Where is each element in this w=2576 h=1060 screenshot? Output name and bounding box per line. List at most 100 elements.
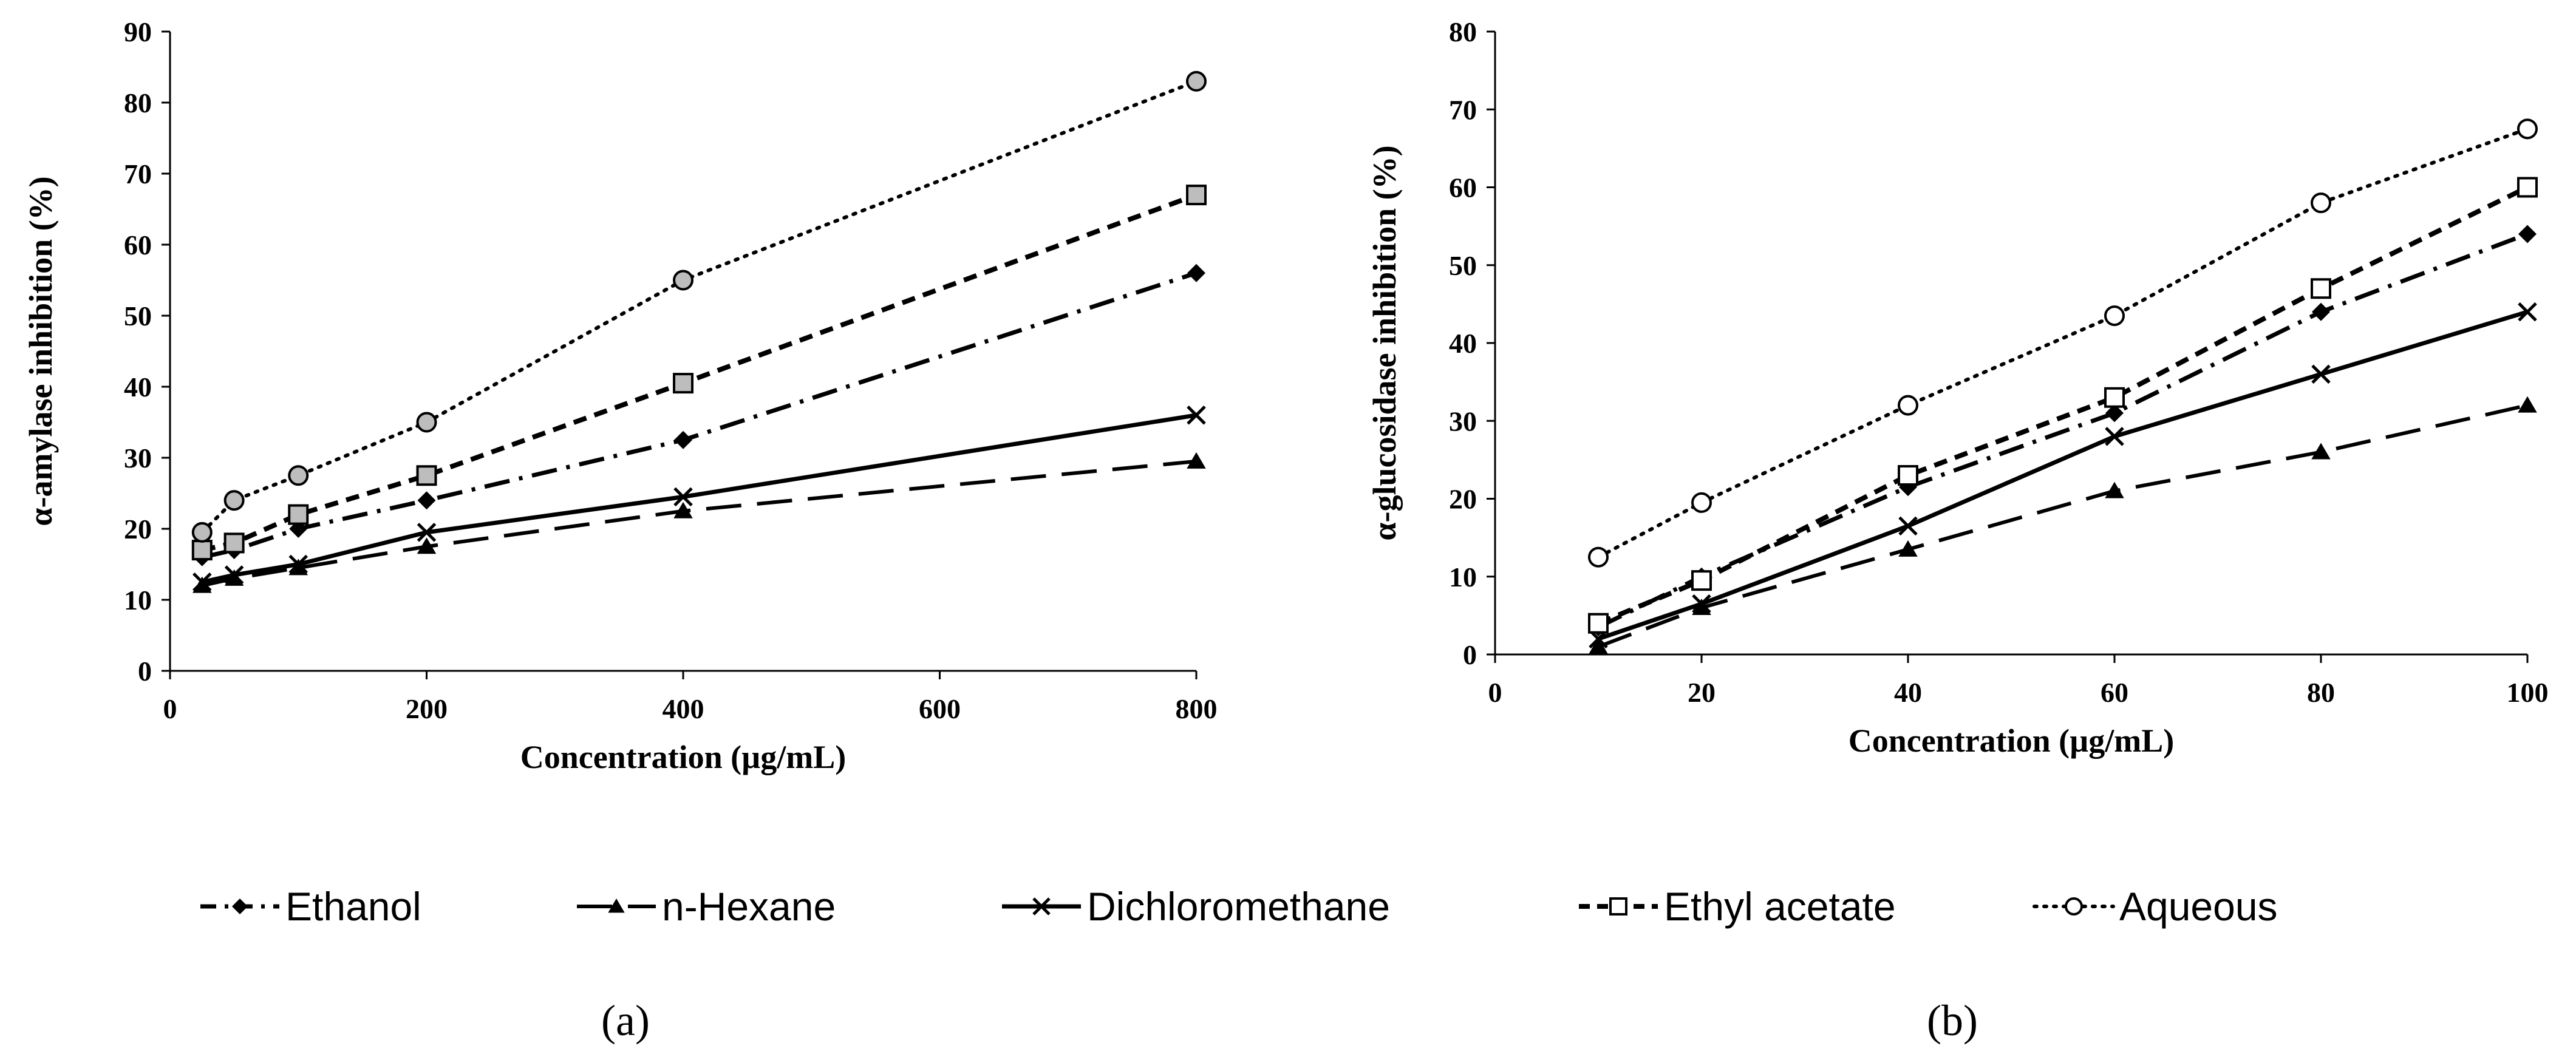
legend-item-n-hexane: n-Hexane bbox=[577, 884, 836, 929]
y-tick-label-b: 10 bbox=[1449, 562, 1477, 593]
y-tick-label-b: 50 bbox=[1449, 250, 1477, 281]
series-line-n-hexane-b bbox=[1597, 403, 2528, 648]
legend-item-ethanol: Ethanol bbox=[200, 884, 421, 929]
chart-panel-a: 0 10 20 30 40 50 60 70 80 90 0 200 400 600 800 Concentr… bbox=[22, 16, 1218, 775]
series-line-ethanol-a bbox=[202, 271, 1198, 560]
data-point-dichloromethane-a bbox=[673, 487, 693, 507]
data-point-aqueous-a bbox=[191, 522, 213, 543]
x-tick-label-b: 0 bbox=[1488, 677, 1502, 708]
series-line-aqueous-a bbox=[200, 79, 1198, 534]
data-point-aqueous-b bbox=[2104, 305, 2125, 327]
data-point-dichloromethane-b bbox=[2105, 427, 2124, 446]
data-point-ethyl-acetate-b bbox=[2517, 177, 2538, 198]
y-tick-label-a: 60 bbox=[124, 229, 152, 260]
series-line-aqueous-b bbox=[1596, 127, 2529, 559]
series-line-ethanol-b bbox=[1597, 232, 2529, 630]
x-tick-label-a: 200 bbox=[406, 693, 448, 724]
legend-marker-ethyl-acetate bbox=[1609, 897, 1627, 916]
x-tick-label-a: 400 bbox=[663, 693, 704, 724]
legend: Ethanol n-Hexane Dichloromethane Ethyl acet… bbox=[200, 884, 2278, 929]
data-point-ethanol-a bbox=[674, 430, 692, 449]
panel-label-a: (a) bbox=[601, 996, 650, 1045]
data-point-aqueous-a bbox=[673, 270, 693, 291]
legend-marker-dichloromethane bbox=[1032, 897, 1051, 916]
series-line-ethyl-acetate-a bbox=[201, 192, 1198, 553]
x-axis-title-a: Concentration (µg/mL) bbox=[520, 739, 847, 775]
y-tick-label-a: 80 bbox=[124, 87, 152, 118]
data-point-aqueous-a bbox=[416, 412, 437, 433]
data-point-ethanol-a bbox=[1187, 263, 1205, 282]
data-point-ethanol-b bbox=[2105, 404, 2124, 423]
y-tick-label-a: 50 bbox=[124, 301, 152, 331]
data-point-aqueous-b bbox=[2517, 118, 2538, 140]
data-point-ethanol-a bbox=[417, 491, 436, 510]
y-axis-title-a: α-amylase inhibition (%) bbox=[22, 176, 59, 526]
x-tick-label-b: 100 bbox=[2507, 677, 2549, 708]
x-tick-label-b: 40 bbox=[1894, 677, 1922, 708]
data-point-ethyl-acetate-a bbox=[416, 465, 437, 486]
legend-item-dichloromethane: Dichloromethane bbox=[1002, 884, 1390, 929]
series-line-n-hexane-a bbox=[202, 459, 1197, 588]
data-point-aqueous-b bbox=[2311, 192, 2331, 214]
data-point-aqueous-a bbox=[223, 490, 245, 511]
y-tick-label-a: 70 bbox=[124, 158, 152, 189]
y-tick-label-b: 80 bbox=[1449, 16, 1477, 47]
data-point-dichloromethane-a bbox=[288, 554, 308, 574]
x-axis-title-b: Concentration (µg/mL) bbox=[1849, 722, 2175, 759]
data-point-aqueous-b bbox=[1588, 546, 1609, 568]
x-tick-label-a: 800 bbox=[1176, 693, 1218, 724]
data-point-n-hexane-a bbox=[673, 501, 693, 518]
data-point-ethanol-b bbox=[2312, 302, 2330, 321]
data-point-n-hexane-b bbox=[2105, 481, 2124, 498]
legend-label-n-hexane: n-Hexane bbox=[662, 884, 836, 929]
data-point-n-hexane-b bbox=[1692, 599, 1711, 616]
series-line-dichloromethane-a bbox=[202, 413, 1197, 585]
data-point-dichloromethane-b bbox=[2311, 364, 2331, 384]
data-point-ethyl-acetate-a bbox=[191, 540, 213, 561]
y-tick-label-a: 30 bbox=[124, 443, 152, 474]
data-point-n-hexane-a bbox=[417, 537, 437, 554]
series-line-dichloromethane-b bbox=[1597, 310, 2529, 641]
data-point-dichloromethane-a bbox=[1187, 406, 1206, 425]
data-point-ethyl-acetate-b bbox=[1691, 570, 1712, 591]
data-point-dichloromethane-b bbox=[1692, 594, 1711, 614]
data-point-aqueous-b bbox=[1898, 395, 1918, 416]
x-tick-label-b: 80 bbox=[2307, 677, 2335, 708]
legend-marker-aqueous bbox=[2065, 897, 2083, 916]
data-point-n-hexane-b bbox=[1898, 540, 1918, 557]
data-point-ethyl-acetate-b bbox=[1588, 613, 1609, 634]
y-tick-label-b: 0 bbox=[1463, 639, 1477, 670]
panel-label-b: (b) bbox=[1927, 996, 1978, 1045]
legend-marker-n-hexane bbox=[608, 899, 625, 913]
data-point-dichloromethane-b bbox=[1898, 516, 1918, 536]
legend-label-ethyl-acetate: Ethyl acetate bbox=[1664, 884, 1896, 929]
data-point-aqueous-b bbox=[1691, 492, 1712, 513]
y-tick-label-b: 60 bbox=[1449, 172, 1477, 203]
y-tick-label-a: 90 bbox=[124, 16, 152, 47]
legend-item-ethyl-acetate: Ethyl acetate bbox=[1579, 884, 1896, 929]
data-point-ethyl-acetate-b bbox=[2311, 278, 2331, 299]
data-point-n-hexane-b bbox=[1589, 637, 1608, 654]
y-tick-label-a: 10 bbox=[124, 585, 152, 616]
data-point-n-hexane-b bbox=[2311, 443, 2331, 460]
x-tick-label-a: 0 bbox=[163, 693, 177, 724]
data-point-aqueous-a bbox=[288, 465, 309, 486]
data-point-ethyl-acetate-b bbox=[1898, 465, 1918, 486]
y-tick-label-a: 40 bbox=[124, 372, 152, 403]
data-point-ethyl-acetate-a bbox=[223, 532, 245, 554]
data-point-dichloromethane-a bbox=[417, 523, 437, 542]
y-tick-label-a: 20 bbox=[124, 514, 152, 545]
legend-marker-ethanol bbox=[232, 899, 248, 914]
data-point-ethyl-acetate-a bbox=[673, 373, 693, 394]
y-tick-label-a: 0 bbox=[138, 656, 152, 687]
data-point-n-hexane-b bbox=[2518, 396, 2537, 413]
data-point-ethyl-acetate-a bbox=[288, 504, 309, 525]
data-point-dichloromethane-a bbox=[193, 572, 212, 592]
legend-label-dichloromethane: Dichloromethane bbox=[1087, 884, 1390, 929]
y-tick-label-b: 40 bbox=[1449, 328, 1477, 359]
data-point-dichloromethane-a bbox=[224, 565, 244, 585]
data-point-ethyl-acetate-a bbox=[1186, 185, 1207, 206]
chart-panel-b: 0 10 20 30 40 50 60 70 80 0 20 40 60 80 100 Concentrati… bbox=[1366, 16, 2549, 759]
x-tick-label-a: 600 bbox=[919, 693, 961, 724]
